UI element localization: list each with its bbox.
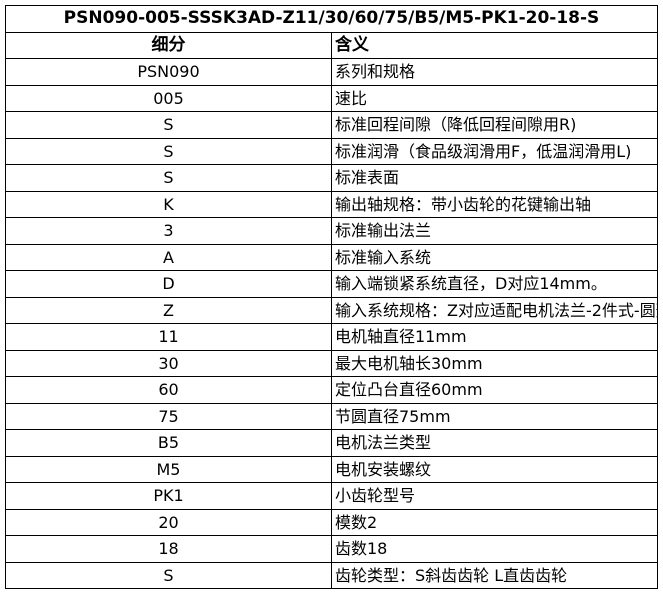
table-row: S 标准回程间隙（降低回程间隙用R)	[5, 111, 658, 139]
row-meaning: 齿轮类型：S斜齿齿轮 L直齿齿轮	[331, 561, 658, 589]
spec-table: PSN090-005-SSSK3AD-Z11/30/60/75/B5/M5-PK…	[5, 5, 658, 589]
row-meaning: 标准输出法兰	[331, 217, 658, 245]
row-meaning: 标准润滑（食品级润滑用F，低温润滑用L)	[331, 137, 658, 165]
table-row: PK1 小齿轮型号	[5, 482, 658, 510]
row-meaning: 输入端锁紧系统直径，D对应14mm。	[331, 270, 658, 298]
row-code: S	[5, 164, 332, 192]
title-row: PSN090-005-SSSK3AD-Z11/30/60/75/B5/M5-PK…	[5, 5, 658, 33]
row-code: 18	[5, 535, 332, 563]
table-row: B5 电机法兰类型	[5, 429, 658, 457]
row-code: 3	[5, 217, 332, 245]
row-meaning: 标准回程间隙（降低回程间隙用R)	[331, 111, 658, 139]
row-code: B5	[5, 429, 332, 457]
row-meaning: 电机安装螺纹	[331, 455, 658, 483]
table-row: 3 标准输出法兰	[5, 217, 658, 245]
table-row: S 标准润滑（食品级润滑用F，低温润滑用L)	[5, 137, 658, 165]
row-meaning: 速比	[331, 84, 658, 112]
row-code: A	[5, 243, 332, 271]
row-code: 75	[5, 402, 332, 430]
row-meaning: 输入系统规格：Z对应适配电机法兰-2件式-圆形通用法兰	[331, 296, 658, 324]
row-code: K	[5, 190, 332, 218]
table-row: 005 速比	[5, 84, 658, 112]
row-meaning: 输出轴规格：带小齿轮的花键输出轴	[331, 190, 658, 218]
row-code: 60	[5, 376, 332, 404]
row-meaning: 电机轴直径11mm	[331, 323, 658, 351]
row-code: 005	[5, 84, 332, 112]
row-meaning: 最大电机轴长30mm	[331, 349, 658, 377]
row-meaning: 标准输入系统	[331, 243, 658, 271]
row-meaning: 定位凸台直径60mm	[331, 376, 658, 404]
row-code: S	[5, 137, 332, 165]
table-row: PSN090 系列和规格	[5, 58, 658, 86]
row-meaning: 模数2	[331, 508, 658, 536]
table-row: 30 最大电机轴长30mm	[5, 349, 658, 377]
row-code: 30	[5, 349, 332, 377]
row-meaning: 标准表面	[331, 164, 658, 192]
row-meaning: 电机法兰类型	[331, 429, 658, 457]
table-row: 18 齿数18	[5, 535, 658, 563]
table-row: A 标准输入系统	[5, 243, 658, 271]
table-row: 75 节圆直径75mm	[5, 402, 658, 430]
table-row: 20 模数2	[5, 508, 658, 536]
table-row: D 输入端锁紧系统直径，D对应14mm。	[5, 270, 658, 298]
table-row: K 输出轴规格：带小齿轮的花键输出轴	[5, 190, 658, 218]
row-code: D	[5, 270, 332, 298]
row-code: Z	[5, 296, 332, 324]
header-code: 细分	[5, 31, 332, 59]
table-row: 60 定位凸台直径60mm	[5, 376, 658, 404]
row-meaning: 小齿轮型号	[331, 482, 658, 510]
row-code: 11	[5, 323, 332, 351]
row-code: M5	[5, 455, 332, 483]
row-meaning: 节圆直径75mm	[331, 402, 658, 430]
row-code: 20	[5, 508, 332, 536]
header-row: 细分 含义	[5, 31, 658, 59]
row-code: PSN090	[5, 58, 332, 86]
row-meaning: 齿数18	[331, 535, 658, 563]
table-row: S 齿轮类型：S斜齿齿轮 L直齿齿轮	[5, 561, 658, 589]
table-row: 11 电机轴直径11mm	[5, 323, 658, 351]
table-row: M5 电机安装螺纹	[5, 455, 658, 483]
row-code: PK1	[5, 482, 332, 510]
row-code: S	[5, 561, 332, 589]
row-code: S	[5, 111, 332, 139]
table-row: S 标准表面	[5, 164, 658, 192]
header-meaning: 含义	[331, 31, 658, 59]
model-code-title: PSN090-005-SSSK3AD-Z11/30/60/75/B5/M5-PK…	[5, 5, 658, 33]
row-meaning: 系列和规格	[331, 58, 658, 86]
